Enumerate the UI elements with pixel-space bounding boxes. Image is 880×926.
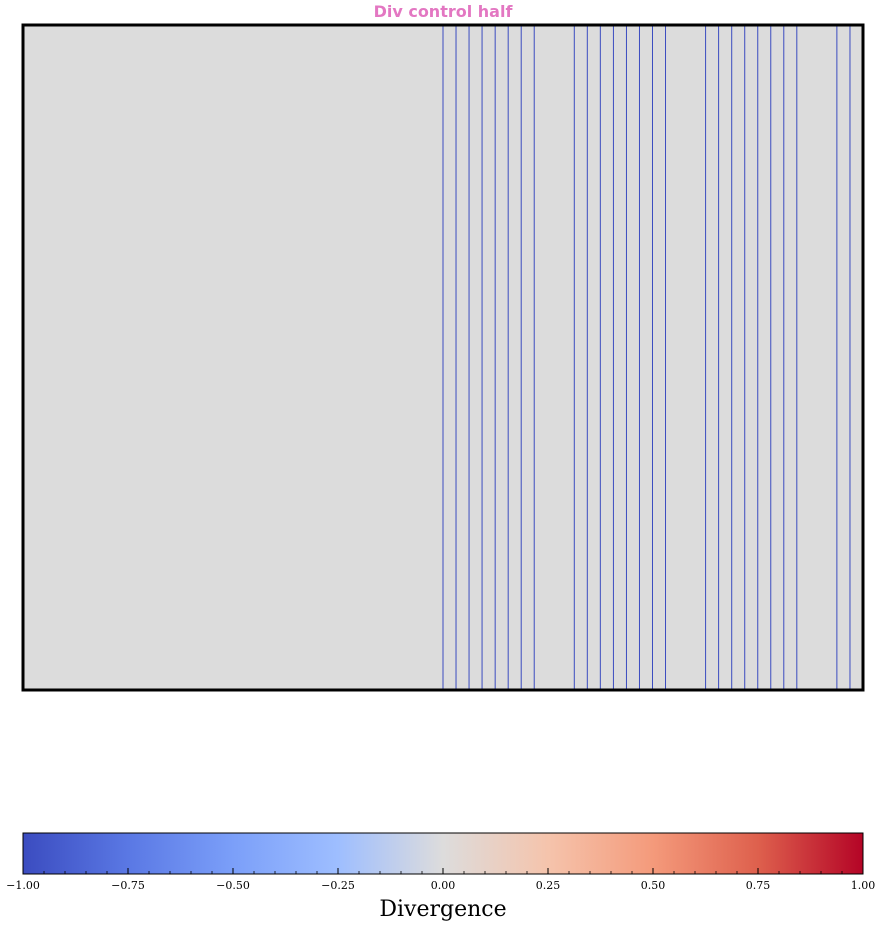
vertical-lines-group [442, 25, 851, 690]
plot-frame [21, 23, 865, 692]
chart-title: Div control half [374, 2, 514, 21]
colorbar-tick-label: −0.50 [216, 879, 250, 892]
colorbar-label: Divergence [379, 897, 506, 922]
colorbar-tick-label: 0.75 [746, 879, 771, 892]
colorbar-tick-label: 0.25 [536, 879, 561, 892]
colorbar-ticks: −1.00 −0.75 −0.50 −0.25 0.00 0.25 0.50 0.75 1.00 [6, 868, 875, 892]
colorbar-tick-label: 0.50 [641, 879, 666, 892]
colorbar-tick-label: 1.00 [851, 879, 876, 892]
colorbar-tick-label: −0.25 [321, 879, 355, 892]
colorbar-tick-label: 0.00 [431, 879, 456, 892]
colorbar [22, 832, 864, 875]
colorbar-tick-label: −0.75 [111, 879, 145, 892]
colorbar-tick-label: −1.00 [6, 879, 40, 892]
